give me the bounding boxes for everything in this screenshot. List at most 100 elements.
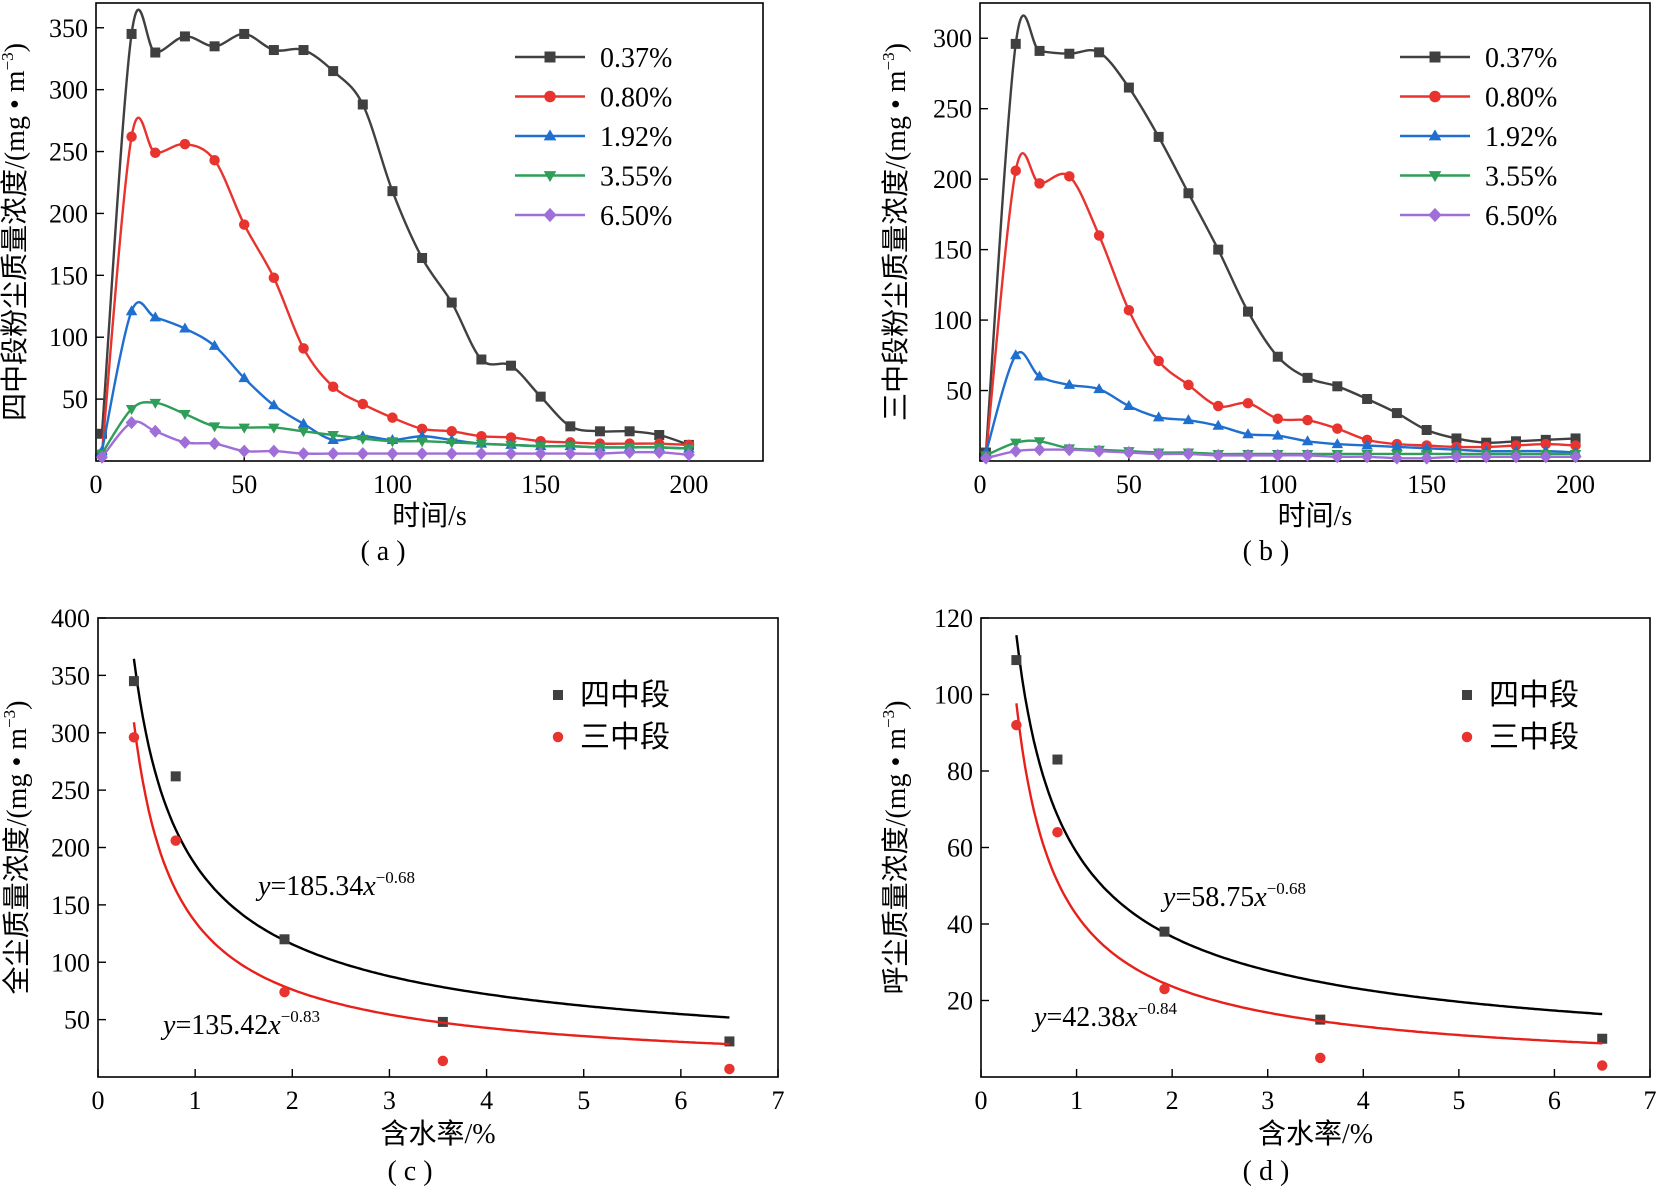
fit-equation-exp: −0.84	[1138, 999, 1178, 1018]
x-tick-label: 7	[772, 1086, 785, 1115]
y-axis-label-close: )	[881, 701, 912, 710]
data-point	[1182, 447, 1195, 461]
data-point	[1033, 443, 1046, 457]
x-tick-label: 200	[669, 470, 708, 499]
fit-curve	[1015, 703, 1603, 1045]
fit-equation-exp: −0.68	[376, 868, 415, 887]
legend-marker	[1429, 90, 1441, 103]
data-point	[475, 447, 488, 461]
data-point	[1421, 424, 1432, 435]
data-point	[1480, 450, 1493, 464]
data-point	[1212, 419, 1224, 430]
data-point	[1301, 448, 1314, 462]
data-point	[445, 438, 458, 449]
y-tick-label: 250	[51, 776, 90, 805]
y-axis-label-sup: −3	[0, 52, 17, 70]
data-point	[125, 405, 138, 416]
x-axis-label: 含水率/%	[1258, 1118, 1373, 1150]
data-point	[179, 31, 190, 42]
fit-equation-coef: =135.42	[175, 1010, 268, 1041]
data-point	[1243, 306, 1253, 317]
data-point	[1093, 444, 1106, 458]
y-tick-label: 100	[934, 681, 973, 710]
data-point	[535, 391, 546, 402]
x-tick-label: 0	[975, 1086, 988, 1115]
chart-panel-0: 0 50 100 150 200 50 100 150 200 250 300 350 时间/s 四中段粉…	[0, 2, 764, 567]
series-4	[979, 443, 1582, 465]
x-tick-label: 100	[373, 470, 412, 499]
y-tick-label: 300	[933, 24, 972, 53]
data-point	[327, 431, 339, 442]
legend-entry: 1.92%	[600, 122, 672, 153]
data-point	[1569, 450, 1582, 464]
y-tick-label: 400	[51, 604, 90, 633]
series-0	[980, 14, 1581, 458]
data-point	[1010, 165, 1021, 176]
y-axis-label: 全尘质量浓度/(mg • m−3)	[0, 701, 33, 995]
data-point	[446, 426, 457, 437]
data-point	[1123, 400, 1135, 411]
legend-marker	[553, 690, 563, 700]
data-point	[149, 398, 162, 409]
y-axis-label-close: )	[0, 43, 31, 52]
data-point	[505, 440, 517, 451]
y-tick-label: 50	[946, 377, 972, 406]
data-point	[279, 986, 290, 998]
legend-marker	[543, 207, 557, 223]
data-point	[1212, 400, 1224, 412]
legend-marker	[543, 129, 557, 141]
data-point	[416, 437, 428, 448]
fit-equation: y=42.38x−0.84	[1031, 999, 1178, 1033]
chart-panel-3: 0 1 2 3 4 5 6 7 20 40 60 80 100 120 含水率/% 呼尘质量浓度/(mg • …	[879, 604, 1657, 1187]
data-point	[979, 451, 992, 465]
data-point	[1242, 448, 1254, 462]
fit-equation-y: y	[160, 1010, 176, 1041]
y-tick-label: 150	[933, 236, 972, 265]
data-point	[1540, 438, 1552, 450]
data-point	[1213, 244, 1224, 255]
y-tick-label: 300	[49, 76, 88, 105]
y-tick-label: 250	[933, 95, 972, 124]
data-point	[357, 398, 369, 410]
y-tick-label: 250	[49, 138, 88, 167]
data-point	[1315, 1052, 1326, 1064]
data-point	[1064, 171, 1075, 182]
data-point	[327, 381, 339, 392]
x-tick-label: 7	[1644, 1086, 1657, 1115]
data-point	[1034, 45, 1045, 56]
data-point	[1451, 433, 1462, 444]
chart-panel-1: 0 50 100 150 200 50 100 150 200 250 300 时间/s 三中段粉尘质量…	[879, 2, 1651, 567]
y-tick-label: 350	[49, 14, 88, 43]
data-point	[1390, 451, 1403, 465]
data-point	[386, 437, 399, 448]
series-1	[1011, 703, 1608, 1071]
fit-equation-exp: −0.68	[1267, 879, 1306, 898]
x-tick-label: 6	[1548, 1086, 1561, 1115]
y-axis-label: 呼尘质量浓度/(mg • m−3)	[879, 701, 912, 995]
data-point	[357, 434, 369, 445]
data-point	[209, 41, 220, 52]
data-point	[126, 28, 137, 39]
data-point	[1510, 450, 1522, 464]
data-point	[594, 426, 605, 437]
data-point	[1033, 370, 1046, 381]
data-point	[209, 154, 220, 166]
data-point	[238, 423, 250, 434]
y-axis-label-sup: −3	[879, 52, 898, 70]
x-tick-label: 200	[1556, 470, 1595, 499]
fit-equation-x: x	[1253, 882, 1267, 913]
fit-curve	[1015, 635, 1603, 1016]
data-point	[1332, 381, 1343, 392]
data-point	[267, 444, 280, 458]
x-tick-label: 0	[92, 1086, 105, 1115]
data-point	[1315, 1014, 1326, 1025]
data-point	[1011, 655, 1022, 666]
data-point	[356, 447, 369, 461]
series-1	[128, 722, 735, 1075]
series-0	[1011, 635, 1608, 1044]
data-point	[1332, 423, 1343, 434]
fit-equation-y: y	[255, 871, 271, 902]
x-tick-label: 1	[1070, 1086, 1083, 1115]
data-point	[149, 424, 162, 438]
